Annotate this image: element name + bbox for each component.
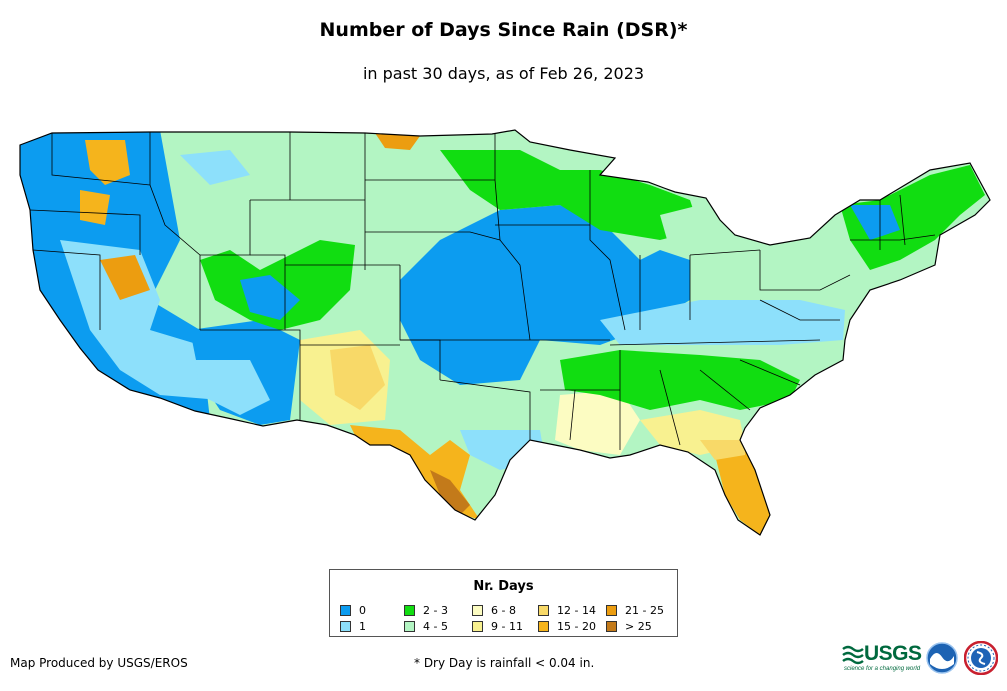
legend-label-15-20: 15 - 20 [557, 620, 596, 633]
region-1-ohio-valley [600, 300, 845, 345]
legend-label-12-14: 12 - 14 [557, 604, 596, 617]
legend-title: Nr. Days [473, 579, 534, 594]
region-2-3-new-england [840, 165, 985, 270]
region-over-25-south-texas [430, 470, 470, 515]
legend-item-21-25: 21 - 25 [606, 604, 664, 617]
legend-label-1: 1 [359, 620, 366, 633]
legend-item-4-5: 4 - 5 [404, 620, 448, 633]
state-borders [19, 129, 991, 536]
usgs-wave-icon [842, 645, 864, 665]
legend-label-over-25: > 25 [625, 620, 652, 633]
region-15-20-florida [715, 450, 770, 535]
legend-swatch-4-5 [404, 621, 415, 632]
region-1-arizona [195, 360, 270, 415]
legend-item-15-20: 15 - 20 [538, 620, 596, 633]
legend-label-4-5: 4 - 5 [423, 620, 448, 633]
legend-swatch-12-14 [538, 605, 549, 616]
legend-swatch-9-11 [472, 621, 483, 632]
legend-swatch-over-25 [606, 621, 617, 632]
region-2-3-upper-midwest [440, 150, 700, 240]
usgs-tagline: science for a changing world [844, 666, 921, 672]
region-12-14-florida-panhandle [700, 440, 745, 460]
legend-swatch-2-3 [404, 605, 415, 616]
region-0-new-york [850, 205, 900, 240]
legend-swatch-1 [340, 621, 351, 632]
region-4-5-michigan [660, 205, 720, 255]
region-21-25-nevada [100, 255, 150, 300]
us-dsr-map [19, 129, 991, 536]
nws-seal-icon [964, 641, 998, 675]
region-15-20-idaho [80, 190, 110, 225]
usgs-wordmark: USGS [864, 642, 922, 665]
noaa-seal-icon [926, 642, 958, 674]
region-12-14-new-mexico [330, 345, 385, 410]
legend-label-9-11: 9 - 11 [491, 620, 523, 633]
legend-label-2-3: 2 - 3 [423, 604, 448, 617]
dry-day-footnote: * Dry Day is rainfall < 0.04 in. [414, 656, 595, 670]
legend-item-6-8: 6 - 8 [472, 604, 516, 617]
region-21-25-north-dakota [375, 133, 420, 150]
legend-label-6-8: 6 - 8 [491, 604, 516, 617]
legend-label-21-25: 21 - 25 [625, 604, 664, 617]
legend-swatch-6-8 [472, 605, 483, 616]
legend-box: Nr. Days 0 1 2 - 3 4 - 5 6 - 8 9 - 11 12… [329, 569, 678, 637]
agency-logos: USGS science for a changing world [842, 640, 1002, 680]
dsr-raster [20, 130, 990, 535]
legend-swatch-21-25 [606, 605, 617, 616]
legend-label-0: 0 [359, 604, 366, 617]
legend-item-2-3: 2 - 3 [404, 604, 448, 617]
map-subtitle: in past 30 days, as of Feb 26, 2023 [362, 64, 645, 83]
map-credit: Map Produced by USGS/EROS [10, 656, 188, 670]
legend-item-9-11: 9 - 11 [472, 620, 523, 633]
region-15-20-oregon [85, 140, 130, 185]
legend-item-0: 0 [340, 604, 366, 617]
legend-swatch-15-20 [538, 621, 549, 632]
legend-item-over-25: > 25 [606, 620, 652, 633]
legend-item-1: 1 [340, 620, 366, 633]
legend-item-12-14: 12 - 14 [538, 604, 596, 617]
legend-swatch-0 [340, 605, 351, 616]
region-1-montana [180, 150, 250, 185]
map-title: Number of Days Since Rain (DSR)* [319, 19, 688, 41]
region-6-8-gulf [555, 390, 640, 455]
